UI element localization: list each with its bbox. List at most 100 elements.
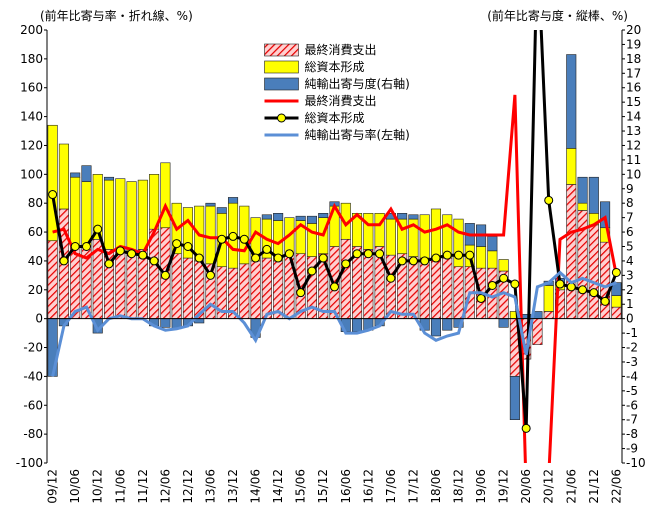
y-tick-label: 180 bbox=[20, 52, 43, 66]
y2-tick-label: 1 bbox=[626, 297, 634, 311]
x-tick-label: 19/06 bbox=[474, 469, 488, 504]
x-tick-label: 15/06 bbox=[294, 469, 308, 504]
y2-tick-label: -2 bbox=[626, 341, 638, 355]
y2-tick-label: 10 bbox=[626, 167, 641, 181]
bar bbox=[70, 246, 81, 319]
legend-swatch bbox=[264, 77, 299, 91]
line-marker bbox=[160, 270, 170, 280]
y-tick-label: -80 bbox=[23, 427, 43, 441]
bar bbox=[611, 295, 622, 308]
bar bbox=[600, 241, 611, 319]
line-marker bbox=[93, 224, 103, 234]
bar bbox=[160, 162, 171, 229]
line-marker bbox=[408, 256, 418, 266]
bar bbox=[239, 263, 250, 319]
bar bbox=[397, 213, 408, 220]
x-tick-label: 13/06 bbox=[203, 469, 217, 504]
legend-swatch bbox=[264, 43, 299, 57]
bar bbox=[600, 201, 611, 229]
line-marker bbox=[273, 253, 283, 263]
line-marker bbox=[386, 273, 396, 283]
legend-marker bbox=[277, 113, 286, 123]
line-marker bbox=[330, 282, 339, 292]
y2-tick-label: 11 bbox=[626, 153, 641, 167]
bar bbox=[126, 181, 137, 252]
x-tick-label: 10/06 bbox=[68, 469, 82, 504]
x-tick-label: 14/12 bbox=[271, 469, 285, 504]
line-marker bbox=[149, 256, 159, 266]
x-tick-label: 09/12 bbox=[46, 469, 60, 504]
bar bbox=[430, 208, 442, 260]
line-marker bbox=[205, 270, 215, 280]
bar bbox=[261, 214, 272, 220]
y2-tick-label: -8 bbox=[626, 427, 638, 441]
line-marker bbox=[578, 285, 588, 295]
x-tick-label: 16/06 bbox=[339, 469, 353, 504]
bar bbox=[261, 257, 272, 319]
x-tick-label: 17/06 bbox=[384, 469, 398, 504]
line-marker bbox=[183, 242, 193, 251]
bar bbox=[566, 184, 577, 319]
bar bbox=[216, 207, 227, 214]
line-marker bbox=[48, 190, 58, 200]
line-marker bbox=[420, 256, 430, 266]
x-tick-label: 11/12 bbox=[136, 469, 150, 504]
y-tick-label: 20 bbox=[28, 283, 43, 297]
y-axis-label: (前年比寄与率・折れ線、%) bbox=[40, 8, 193, 23]
bar bbox=[160, 318, 171, 328]
x-tick-label: 12/12 bbox=[181, 469, 195, 504]
x-tick-label: 10/12 bbox=[91, 469, 105, 504]
line-marker bbox=[194, 253, 204, 263]
line-marker bbox=[307, 266, 317, 276]
bar bbox=[205, 202, 216, 207]
line-marker bbox=[611, 267, 621, 277]
bar bbox=[498, 259, 509, 272]
line-marker bbox=[251, 253, 261, 263]
bar bbox=[430, 259, 442, 319]
bar bbox=[81, 181, 92, 247]
y2-tick-label: -1 bbox=[626, 326, 638, 340]
bar bbox=[509, 376, 520, 420]
x-tick-label: 18/06 bbox=[429, 469, 443, 504]
y2-tick-label: 2 bbox=[626, 283, 634, 297]
y2-tick-label: 16 bbox=[626, 81, 641, 95]
y2-tick-label: 20 bbox=[626, 23, 641, 37]
bar bbox=[103, 179, 115, 250]
bar bbox=[453, 218, 464, 268]
y2-tick-label: -10 bbox=[626, 456, 646, 470]
y2-tick-label: 14 bbox=[626, 110, 641, 124]
y2-tick-label: -7 bbox=[626, 413, 638, 427]
legend-label: 最終消費支出 bbox=[305, 42, 377, 57]
bar bbox=[487, 267, 498, 319]
bar bbox=[543, 285, 554, 312]
bar bbox=[58, 143, 69, 210]
legend-label: 総資本形成 bbox=[305, 60, 365, 74]
bar bbox=[442, 257, 453, 319]
x-tick-label: 21/12 bbox=[587, 469, 601, 504]
y2-tick-label: -5 bbox=[626, 384, 638, 398]
y2-tick-label: 8 bbox=[626, 196, 634, 210]
line-marker bbox=[81, 242, 91, 251]
bar bbox=[611, 306, 622, 319]
line bbox=[52, 94, 618, 463]
bar bbox=[115, 250, 126, 319]
y-tick-label: -40 bbox=[23, 369, 43, 383]
line-marker bbox=[352, 249, 362, 259]
bar bbox=[103, 176, 115, 181]
plot-area bbox=[47, 30, 622, 463]
x-tick-label: 12/06 bbox=[158, 469, 172, 504]
bar bbox=[476, 246, 487, 269]
line-marker bbox=[217, 234, 227, 244]
line-marker bbox=[318, 253, 328, 263]
line-marker bbox=[465, 250, 475, 260]
y2-tick-label: 7 bbox=[626, 211, 634, 225]
bar bbox=[149, 228, 160, 319]
y2-axis-label: (前年比寄与度・縦棒、%) bbox=[487, 8, 628, 23]
bar bbox=[374, 213, 385, 247]
x-tick-label: 16/12 bbox=[361, 469, 375, 504]
y-tick-label: 60 bbox=[28, 225, 43, 239]
bar bbox=[532, 318, 543, 345]
y-tick-label: -20 bbox=[23, 341, 43, 355]
y2-tick-label: 0 bbox=[626, 312, 634, 326]
